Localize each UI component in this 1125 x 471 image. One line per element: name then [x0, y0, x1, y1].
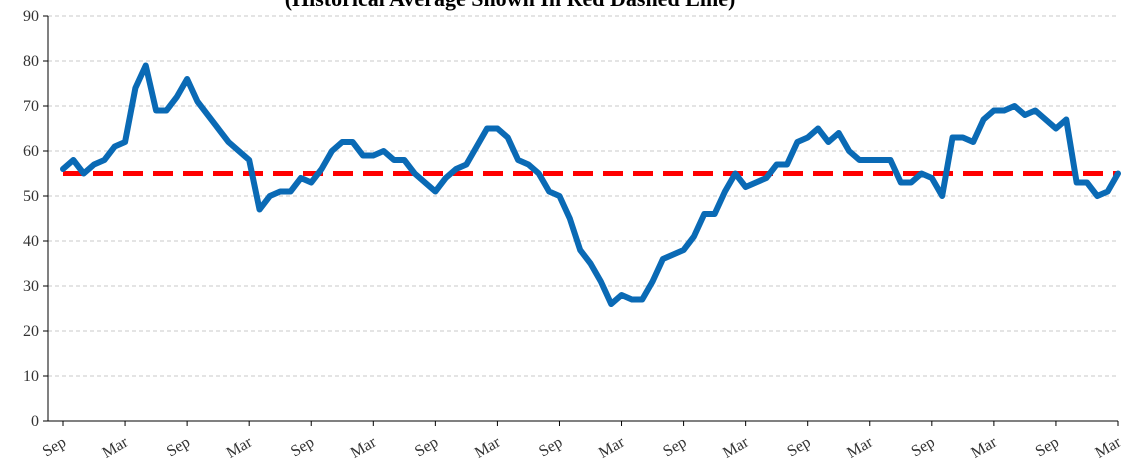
y-tick-label: 70	[23, 98, 39, 115]
x-tick-label: Sep	[660, 434, 689, 461]
x-tick-label: Mar	[472, 433, 504, 461]
y-tick-label: 30	[23, 278, 39, 295]
x-tick-label: Sep	[164, 434, 193, 461]
chart-title: (Historical Average Shown In Red Dashed …	[285, 0, 736, 11]
y-tick-label: 90	[23, 8, 39, 25]
x-tick-label: Mar	[968, 433, 1000, 461]
x-tick-label: Sep	[536, 434, 565, 461]
x-tick-label: Mar	[1092, 433, 1124, 461]
x-tick-label: Mar	[348, 433, 380, 461]
x-tick-label: Sep	[1033, 434, 1062, 461]
x-tick-label: Mar	[99, 433, 131, 461]
x-tick-label: Sep	[784, 434, 813, 461]
x-tick-label: Sep	[909, 434, 938, 461]
x-tick-label: Mar	[596, 433, 628, 461]
x-tick-label: Mar	[224, 433, 256, 461]
x-tick-label: Sep	[40, 434, 69, 461]
y-tick-label: 10	[23, 368, 39, 385]
x-tick-label: Sep	[412, 434, 441, 461]
y-tick-label: 0	[31, 413, 39, 430]
y-tick-label: 50	[23, 188, 39, 205]
y-tick-label: 40	[23, 233, 39, 250]
x-tick-label: Mar	[720, 433, 752, 461]
y-tick-label: 20	[23, 323, 39, 340]
data-line	[60, 62, 1121, 307]
x-tick-label: Sep	[288, 434, 317, 461]
x-tick-label: Mar	[844, 433, 876, 461]
y-tick-label: 80	[23, 53, 39, 70]
y-tick-label: 60	[23, 143, 39, 160]
